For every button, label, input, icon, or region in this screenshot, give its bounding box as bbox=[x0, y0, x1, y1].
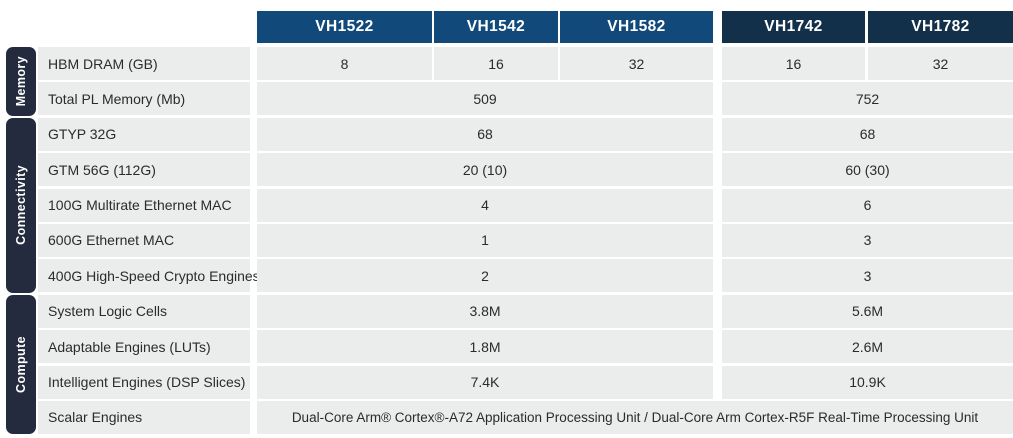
value-cell-left-group: 20 (10) bbox=[257, 153, 713, 187]
value-cell: 16 bbox=[434, 47, 558, 80]
column-header-vh1742: VH1742 bbox=[722, 11, 865, 43]
table-row-gtm-56g: GTM 56G (112G) 20 (10) 60 (30) bbox=[0, 153, 1013, 187]
row-label: 600G Ethernet MAC bbox=[38, 223, 250, 257]
table-row-100g-multirate-ethernet-mac: 100G Multirate Ethernet MAC 4 6 bbox=[0, 188, 1013, 222]
group-tab-connectivity: Connectivity bbox=[6, 117, 36, 293]
row-label: 100G Multirate Ethernet MAC bbox=[38, 188, 250, 222]
row-label: GTM 56G (112G) bbox=[38, 153, 250, 187]
row-label: 400G High-Speed Crypto Engines bbox=[38, 259, 260, 293]
group-tab-memory-label: Memory bbox=[14, 56, 28, 107]
value-cell-right-group: 752 bbox=[722, 82, 1013, 116]
value-cell: 8 bbox=[257, 47, 432, 80]
value-cell-left-group: 3.8M bbox=[257, 294, 713, 328]
column-header-vh1522: VH1522 bbox=[257, 11, 432, 43]
group-tab-compute-label: Compute bbox=[14, 336, 28, 393]
value-cell-left-group: 509 bbox=[257, 82, 713, 116]
column-header-vh1542: VH1542 bbox=[434, 11, 558, 43]
value-cell-right-group: 60 (30) bbox=[722, 153, 1013, 187]
value-cell-right-group: 68 bbox=[722, 117, 1013, 151]
value-cell-right-group: 3 bbox=[722, 223, 1013, 257]
value-cell-right-group: 6 bbox=[722, 188, 1013, 222]
table-row-system-logic-cells: System Logic Cells 3.8M 5.6M bbox=[0, 294, 1013, 328]
table-row-total-pl-memory: Total PL Memory (Mb) 509 752 bbox=[0, 82, 1013, 116]
group-tab-connectivity-label: Connectivity bbox=[14, 165, 28, 246]
table-row-intelligent-engines: Intelligent Engines (DSP Slices) 7.4K 10… bbox=[0, 365, 1013, 399]
table-row-600g-ethernet-mac: 600G Ethernet MAC 1 3 bbox=[0, 223, 1013, 257]
value-cell-left-group: 7.4K bbox=[257, 365, 713, 399]
header-spacer bbox=[0, 11, 257, 43]
table-row-gtyp-32g: GTYP 32G 68 68 bbox=[0, 117, 1013, 151]
group-tab-memory: Memory bbox=[6, 47, 36, 116]
value-cell-right-group: 5.6M bbox=[722, 294, 1013, 328]
value-cell: 32 bbox=[560, 47, 713, 80]
column-header-vh1582: VH1582 bbox=[560, 11, 713, 43]
value-cell-right-group: 10.9K bbox=[722, 365, 1013, 399]
row-label: Adaptable Engines (LUTs) bbox=[38, 330, 250, 364]
column-header-vh1782: VH1782 bbox=[868, 11, 1013, 43]
value-cell-left-group: 1.8M bbox=[257, 330, 713, 364]
value-cell-full-span: Dual-Core Arm® Cortex®-A72 Application P… bbox=[257, 400, 1013, 434]
row-label: System Logic Cells bbox=[38, 294, 250, 328]
row-label: Scalar Engines bbox=[38, 400, 250, 434]
row-label: Intelligent Engines (DSP Slices) bbox=[38, 365, 250, 399]
table-row-hbm-dram: HBM DRAM (GB) 8 16 32 16 32 bbox=[0, 47, 1013, 80]
value-cell-left-group: 4 bbox=[257, 188, 713, 222]
value-cell-right-group: 2.6M bbox=[722, 330, 1013, 364]
value-cell: 16 bbox=[722, 47, 865, 80]
header-row: VH1522 VH1542 VH1582 VH1742 VH1782 bbox=[0, 11, 1013, 43]
value-cell-left-group: 1 bbox=[257, 223, 713, 257]
row-label: GTYP 32G bbox=[38, 117, 250, 151]
value-cell-left-group: 68 bbox=[257, 117, 713, 151]
group-tab-compute: Compute bbox=[6, 294, 36, 435]
value-cell-right-group: 3 bbox=[722, 259, 1013, 293]
table-row-400g-crypto-engines: 400G High-Speed Crypto Engines 2 3 bbox=[0, 259, 1013, 293]
table-row-adaptable-engines: Adaptable Engines (LUTs) 1.8M 2.6M bbox=[0, 330, 1013, 364]
row-label: Total PL Memory (Mb) bbox=[38, 82, 250, 116]
value-cell-left-group: 2 bbox=[257, 259, 713, 293]
table-row-scalar-engines: Scalar Engines Dual-Core Arm® Cortex®-A7… bbox=[0, 400, 1013, 434]
value-cell: 32 bbox=[868, 47, 1013, 80]
row-label: HBM DRAM (GB) bbox=[38, 47, 250, 80]
